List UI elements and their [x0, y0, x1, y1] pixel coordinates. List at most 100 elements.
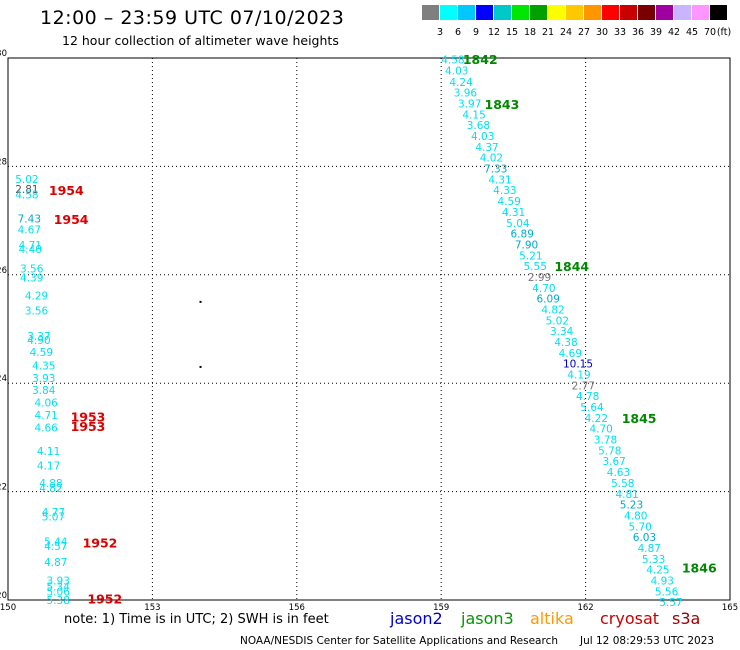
time-label: 1843	[485, 97, 520, 112]
wave-height-label: 5.44	[44, 536, 68, 548]
wave-height-label: 3.68	[467, 120, 490, 132]
wave-height-label: 3.56	[20, 263, 44, 275]
wave-height-label: 2.99	[528, 272, 551, 284]
colorbar-label: 24	[559, 27, 573, 38]
wave-height-label: 5.06	[47, 586, 71, 598]
wave-height-label: 4.33	[493, 185, 516, 197]
wave-height-label: 3.93	[32, 373, 55, 385]
colorbar-swatch	[512, 5, 529, 20]
wave-height-label: 4.58	[15, 190, 38, 202]
colorbar-swatch	[656, 5, 673, 20]
wave-height-label: 5.57	[659, 597, 682, 609]
wave-height-label: 4.78	[576, 391, 599, 403]
wave-height-label: 5.34	[47, 581, 71, 593]
chart-title: 12:00 – 23:59 UTC 07/10/2023	[40, 7, 345, 29]
time-label: 1952	[87, 591, 122, 606]
colorbar-label: 39	[649, 27, 663, 38]
footer-note: note: 1) Time is in UTC; 2) SWH is in fe…	[64, 612, 329, 627]
colorbar-label: 21	[541, 27, 555, 38]
wave-height-label: 3.67	[602, 456, 625, 468]
satellite-s3a: s3a	[672, 609, 701, 628]
wave-height-label: 3.56	[25, 306, 49, 318]
colorbar-label: 18	[523, 27, 537, 38]
colorbar-label: 33	[613, 27, 627, 38]
colorbar-swatch	[548, 5, 565, 20]
wave-height-label: 3.84	[32, 385, 56, 397]
time-label: 1845	[622, 411, 657, 426]
wave-height-label: 4.93	[651, 575, 674, 587]
y-tick-label: 22	[0, 483, 7, 493]
y-tick-label: 24	[0, 374, 7, 384]
colorbar-swatch	[476, 5, 493, 20]
wave-height-label: 5.33	[642, 554, 665, 566]
colorbar-label: 45	[685, 27, 699, 38]
wave-height-label: 4.19	[567, 370, 590, 382]
wave-height-label: 4.71	[34, 410, 57, 422]
satellite-jason2: jason2	[390, 609, 443, 628]
wave-height-label: 6.09	[537, 294, 560, 306]
wave-height-label: 2.81	[15, 184, 38, 196]
wave-height-label: 4.82	[39, 483, 62, 495]
wave-height-label: 4.22	[585, 413, 608, 425]
wave-height-label: 4.58	[441, 55, 464, 67]
time-label: 1954	[49, 183, 84, 198]
wave-height-label: 5.70	[628, 521, 651, 533]
colorbar-label: 3	[436, 27, 444, 38]
wave-height-label: 4.87	[638, 543, 661, 555]
wave-height-label: 4.31	[488, 174, 511, 186]
wave-height-label: 6.89	[511, 229, 534, 241]
wave-height-label: 5.21	[519, 250, 542, 262]
wave-height-label: 4.06	[34, 398, 58, 410]
wave-height-label: 4.59	[498, 196, 521, 208]
wave-height-label: 4.63	[607, 467, 630, 479]
wave-height-label: 5.02	[15, 174, 38, 186]
wave-height-label: 4.31	[502, 207, 525, 219]
colorbar-swatch	[602, 5, 619, 20]
wave-height-label: 4.77	[42, 507, 65, 519]
colorbar-swatch	[422, 5, 439, 20]
wave-height-label: 4.24	[449, 77, 473, 89]
wave-height-label: 7.33	[484, 164, 507, 176]
colorbar-unit: (ft)	[716, 27, 732, 38]
wave-height-label: 3.34	[550, 326, 574, 338]
wave-height-label: 4.57	[44, 541, 67, 553]
colorbar-swatch	[530, 5, 547, 20]
colorbar-swatch	[620, 5, 637, 20]
x-tick-label: 165	[722, 603, 738, 612]
x-tick-label: 156	[289, 603, 305, 612]
wave-height-label: 7.43	[18, 213, 41, 225]
time-label: 1953	[71, 409, 106, 424]
y-tick-label: 20	[0, 591, 7, 601]
wave-height-label: 4.90	[27, 335, 50, 347]
wave-height-label: 4.80	[624, 510, 647, 522]
wave-height-label: 4.03	[471, 131, 494, 143]
colorbar-swatch	[440, 5, 457, 20]
colorbar-swatch	[638, 5, 655, 20]
wave-height-label: 10.15	[563, 359, 593, 371]
time-label: 1844	[554, 259, 589, 274]
x-tick-label: 150	[0, 603, 16, 612]
colorbar-label: 6	[454, 27, 462, 38]
colorbar-swatch	[458, 5, 475, 20]
wave-height-label: 4.11	[37, 446, 60, 458]
wave-height-label: 4.40	[19, 244, 42, 256]
colorbar-swatch	[584, 5, 601, 20]
satellite-altika: altika	[530, 609, 574, 628]
colorbar-label: 36	[631, 27, 645, 38]
chart-subtitle: 12 hour collection of altimeter wave hei…	[62, 33, 339, 48]
wave-height-label: 7.90	[515, 239, 538, 251]
wave-height-label: 4.88	[39, 478, 62, 490]
marker-dot	[199, 300, 202, 303]
wave-height-label: 6.03	[633, 532, 656, 544]
wave-height-label: 5.07	[42, 512, 65, 524]
wave-height-label: 5.56	[655, 586, 679, 598]
wave-height-label: 4.17	[37, 461, 60, 473]
wave-height-label: 5.04	[506, 218, 530, 230]
colorbar-label: 12	[487, 27, 501, 38]
wave-height-label: 5.55	[524, 261, 547, 273]
colorbar-label: 70	[703, 27, 717, 38]
wave-height-label: 5.64	[580, 402, 604, 414]
wave-height-label: 4.70	[532, 283, 555, 295]
wave-height-label: 5.23	[620, 500, 643, 512]
y-tick-label: 26	[0, 266, 7, 276]
